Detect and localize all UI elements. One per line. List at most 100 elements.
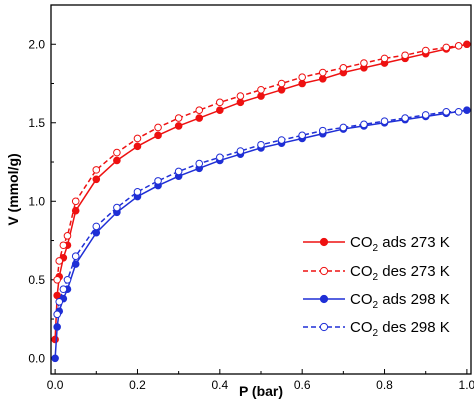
- y-tick-label: 0.5: [28, 273, 45, 287]
- legend-entry: CO2 ads 298 K: [303, 291, 450, 311]
- data-point: [463, 40, 471, 49]
- data-point: [454, 42, 463, 50]
- legend-label: CO2 des 273 K: [350, 263, 450, 283]
- data-point: [257, 140, 265, 149]
- data-point: [53, 291, 61, 300]
- data-point: [71, 197, 80, 206]
- data-point: [216, 153, 224, 162]
- legend-label-rest: ads 298 K: [378, 291, 450, 308]
- data-point: [298, 79, 306, 88]
- y-tick-label: 1.0: [28, 194, 45, 208]
- data-point: [318, 126, 327, 135]
- data-point: [401, 114, 409, 122]
- data-point: [133, 142, 142, 151]
- data-point: [236, 98, 245, 107]
- data-point: [113, 203, 121, 212]
- data-point: [174, 167, 183, 176]
- data-point: [71, 252, 80, 261]
- data-point: [360, 59, 368, 67]
- legend-marker: [319, 237, 329, 247]
- data-point: [421, 46, 430, 55]
- data-point: [53, 310, 61, 319]
- series-line: [56, 111, 459, 315]
- data-point: [113, 156, 121, 165]
- data-point: [463, 106, 471, 115]
- data-point: [277, 79, 286, 88]
- data-point: [442, 43, 451, 52]
- data-point: [236, 92, 245, 100]
- data-point: [216, 98, 224, 107]
- y-tick-label: 2.0: [28, 37, 45, 51]
- data-point: [53, 275, 61, 284]
- data-point: [442, 107, 451, 116]
- data-point: [257, 92, 265, 100]
- data-point: [174, 114, 183, 122]
- data-point: [454, 107, 463, 116]
- legend-label-subscript: 2: [373, 328, 379, 339]
- y-tick-label: 1.5: [28, 116, 45, 130]
- series-1: [53, 42, 463, 284]
- data-point: [63, 232, 72, 240]
- x-tick-label: 0.4: [211, 378, 228, 392]
- y-axis-title: V (mmol/g): [5, 153, 21, 225]
- data-point: [318, 68, 327, 77]
- data-point: [113, 148, 121, 157]
- legend-label-subscript: 2: [373, 272, 379, 283]
- data-point: [154, 131, 162, 140]
- plot-frame: [50, 4, 472, 375]
- data-point: [339, 123, 348, 132]
- data-point: [63, 275, 72, 284]
- data-point: [92, 175, 101, 184]
- legend-label-subscript: 2: [373, 300, 379, 311]
- data-point: [133, 134, 142, 143]
- x-tick-label: 0.8: [376, 378, 393, 392]
- legend-entry: CO2 des 273 K: [303, 263, 450, 283]
- legend-label-rest: des 273 K: [378, 263, 450, 280]
- data-point: [216, 106, 224, 115]
- data-point: [154, 123, 162, 132]
- legend-label: CO2 ads 298 K: [350, 291, 450, 311]
- data-point: [195, 106, 204, 115]
- data-point: [133, 188, 142, 196]
- legend-label-main: CO: [350, 263, 373, 280]
- data-point: [401, 51, 409, 60]
- data-point: [51, 354, 59, 363]
- x-tick-label: 1.0: [459, 378, 474, 392]
- x-tick-label: 0.2: [129, 378, 146, 392]
- y-tick-label: 0.0: [28, 351, 45, 365]
- legend-marker: [319, 266, 329, 276]
- legend-label: CO2 des 298 K: [350, 319, 450, 339]
- data-point: [380, 117, 389, 125]
- data-point: [380, 54, 389, 63]
- legend-entry: CO2 des 298 K: [303, 319, 450, 339]
- x-axis-title: P (bar): [239, 383, 283, 399]
- x-tick-label: 0.6: [294, 378, 311, 392]
- data-point: [55, 297, 64, 306]
- data-point: [298, 73, 306, 82]
- data-point: [298, 131, 306, 140]
- legend-label-subscript: 2: [373, 243, 379, 254]
- data-point: [59, 285, 68, 294]
- data-point: [174, 122, 183, 130]
- data-point: [53, 323, 61, 331]
- data-point: [277, 85, 286, 94]
- data-point: [92, 166, 101, 174]
- legend-marker: [319, 294, 329, 304]
- plot-series: [51, 40, 471, 363]
- data-point: [257, 85, 265, 94]
- legend-label-rest: des 298 K: [378, 319, 450, 336]
- data-point: [339, 64, 348, 72]
- legend-label-main: CO: [350, 234, 373, 251]
- legend-marker: [319, 322, 329, 332]
- legend-label-main: CO: [350, 319, 373, 336]
- data-point: [51, 335, 59, 344]
- legend-label-rest: ads 273 K: [378, 234, 450, 251]
- axis-ticks: 0.0 0.2 0.4 0.6 0.8 1.0 0.0 0.5 1.0 1.5 2.0: [28, 37, 474, 392]
- data-point: [421, 111, 430, 119]
- data-point: [318, 75, 327, 83]
- data-point: [55, 257, 64, 265]
- data-point: [71, 260, 80, 268]
- series-3: [53, 107, 463, 319]
